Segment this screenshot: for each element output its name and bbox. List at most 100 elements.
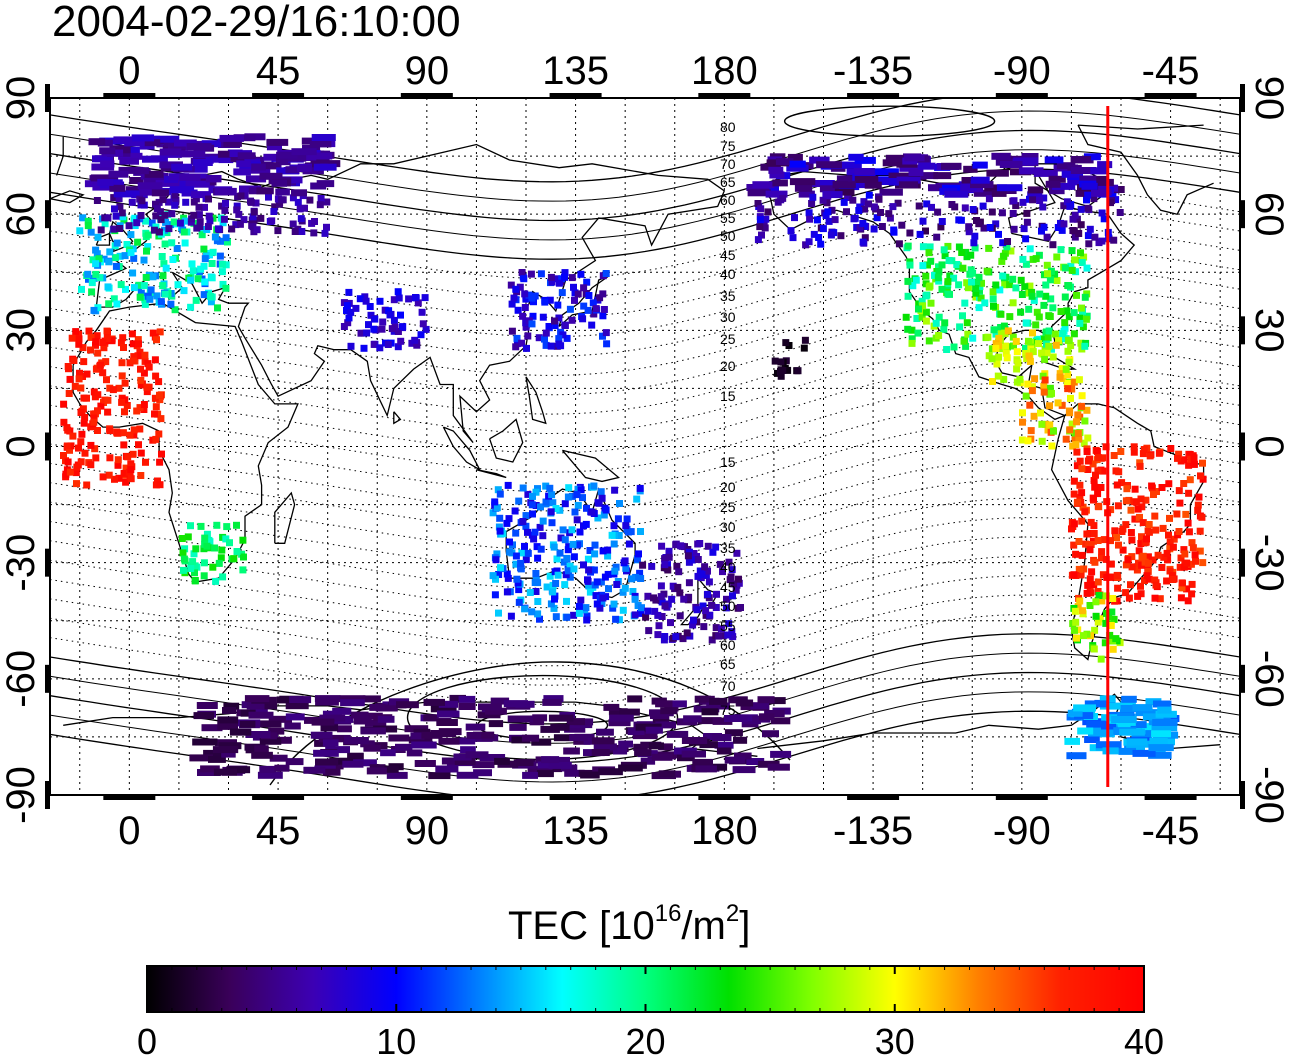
tec-cell [1025, 352, 1033, 360]
tec-cell [922, 227, 929, 235]
tec-cell [591, 749, 610, 756]
tec-cell [73, 480, 80, 488]
tec-cell [316, 180, 335, 188]
tec-cell [996, 184, 1023, 192]
tec-cell [310, 229, 318, 237]
tec-cell [1078, 551, 1086, 559]
tec-cell [168, 173, 190, 181]
tec-cell [87, 333, 95, 341]
tec-cell [975, 304, 983, 312]
tec-cell [128, 330, 136, 338]
tec-cell [1038, 420, 1046, 428]
tec-cell [1153, 700, 1172, 708]
tec-cell [1152, 526, 1160, 534]
tec-cell [532, 570, 540, 577]
tec-cell [1073, 215, 1081, 223]
tec-cell [1094, 537, 1102, 544]
tec-cell [1098, 209, 1106, 217]
tec-cell [285, 702, 309, 710]
magnetic-latitude-label: 65 [720, 656, 736, 672]
tec-cell [119, 429, 127, 437]
tec-cell [704, 590, 712, 598]
tec-cell [161, 290, 169, 298]
tec-cell [1070, 167, 1097, 174]
tec-cell [69, 432, 77, 440]
tec-cell [839, 161, 862, 169]
tec-cell [122, 478, 130, 486]
tec-cell [672, 541, 680, 549]
tec-cell [674, 583, 682, 591]
tec-cell [217, 722, 238, 730]
tec-cell [88, 138, 106, 146]
tec-cell [1064, 336, 1072, 344]
tec-cell [1076, 457, 1084, 465]
tec-cell [1106, 631, 1114, 639]
tec-cell [612, 747, 628, 755]
tec-cell [564, 546, 572, 554]
tec-cell [118, 372, 126, 380]
tec-cell [360, 344, 368, 352]
tec-cell [1029, 348, 1037, 356]
tec-cell [1175, 487, 1183, 495]
tec-cell [908, 173, 927, 180]
tec-cell [217, 554, 225, 562]
tec-cell [1047, 295, 1055, 303]
tec-cell [297, 164, 312, 172]
tec-cell [110, 225, 118, 233]
graticule [50, 98, 1240, 795]
tec-cell [545, 323, 553, 330]
tec-cell [1107, 199, 1114, 207]
tec-cell [927, 257, 935, 265]
tec-cell [758, 231, 765, 239]
tec-cell [577, 486, 585, 494]
tec-cell [925, 337, 933, 345]
tec-cell [961, 204, 969, 212]
tec-cell [941, 252, 949, 260]
tec-cell [985, 195, 993, 203]
tec-cell [1073, 634, 1080, 642]
tec-cell [977, 294, 985, 302]
tec-cell [926, 243, 934, 251]
tec-cell [592, 305, 600, 313]
tec-cell [1062, 435, 1070, 443]
tec-cell [489, 509, 497, 517]
tec-cell [628, 575, 636, 583]
tec-cell [877, 209, 884, 216]
tec-cell [384, 341, 392, 348]
tec-cell [357, 329, 365, 337]
tec-cell [138, 197, 146, 205]
tec-cell [1097, 655, 1105, 663]
tec-cell [1092, 598, 1100, 606]
tec-cell [648, 562, 656, 570]
tec-cell [458, 695, 476, 703]
tec-cell [596, 728, 614, 736]
tec-cell [206, 217, 214, 225]
coastline [55, 124, 1214, 215]
tec-cell [1122, 561, 1130, 569]
tec-cell [898, 221, 906, 229]
tec-cell [570, 565, 578, 573]
tec-cell [180, 566, 187, 574]
tec-cell [534, 610, 542, 618]
tec-cell [1093, 448, 1101, 455]
tec-cell [854, 176, 879, 183]
tec-cell [1163, 549, 1171, 557]
tec-cell [619, 588, 627, 596]
tec-cell [941, 319, 949, 327]
tec-cell [1136, 513, 1143, 521]
tec-cell [661, 602, 669, 610]
tec-cell [1054, 224, 1062, 231]
tec-cell [565, 484, 573, 492]
tec-cell [492, 575, 499, 583]
tec-cell [99, 473, 107, 481]
tec-cell [1116, 209, 1124, 216]
tec-cell [602, 506, 610, 514]
tec-cell [1090, 530, 1098, 537]
tec-cell [609, 604, 617, 612]
tec-cell [563, 554, 571, 562]
tec-cell [436, 719, 458, 726]
tec-cell [1089, 494, 1097, 502]
tec-cell [285, 166, 300, 174]
tec-cell [84, 217, 92, 225]
